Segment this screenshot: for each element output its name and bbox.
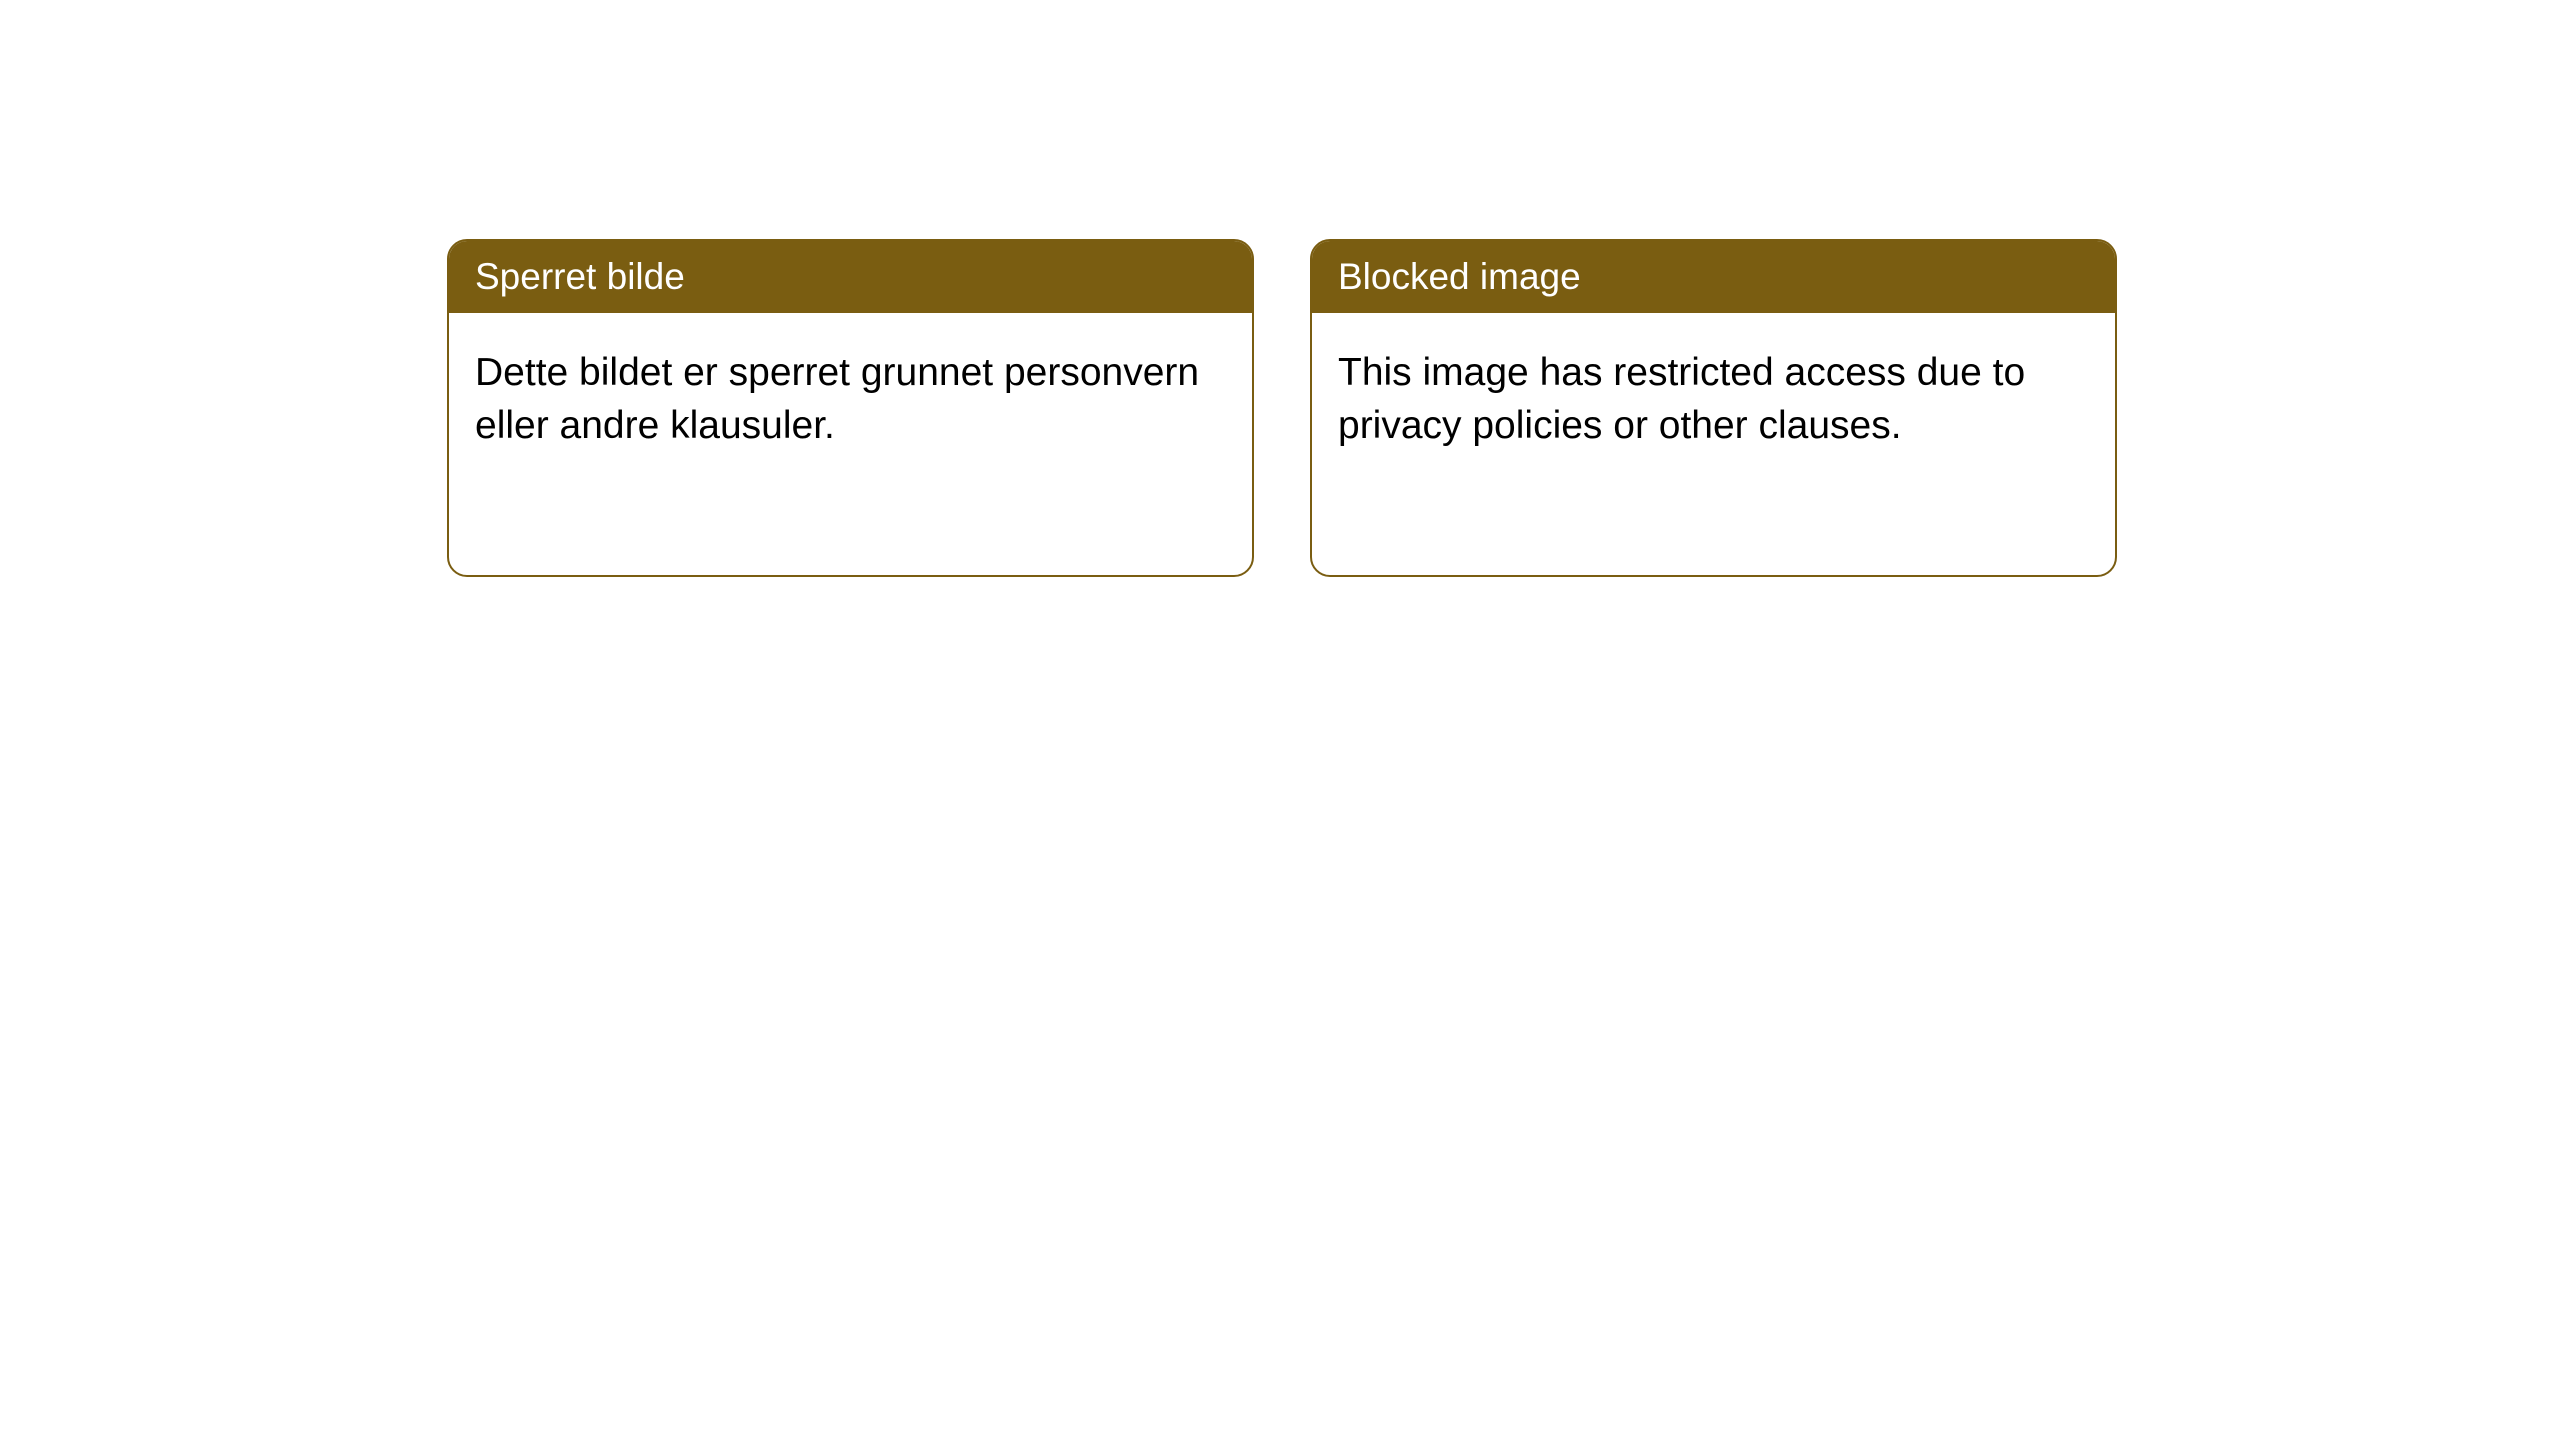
notice-title: Sperret bilde	[475, 256, 685, 297]
notice-card-body: This image has restricted access due to …	[1312, 313, 2115, 486]
notice-card-header: Blocked image	[1312, 241, 2115, 313]
notice-card-english: Blocked image This image has restricted …	[1310, 239, 2117, 577]
notice-body-text: Dette bildet er sperret grunnet personve…	[475, 351, 1199, 447]
notice-card-norwegian: Sperret bilde Dette bildet er sperret gr…	[447, 239, 1254, 577]
notice-container: Sperret bilde Dette bildet er sperret gr…	[447, 239, 2117, 577]
notice-body-text: This image has restricted access due to …	[1338, 351, 2025, 447]
notice-card-header: Sperret bilde	[449, 241, 1252, 313]
notice-title: Blocked image	[1338, 256, 1581, 297]
notice-card-body: Dette bildet er sperret grunnet personve…	[449, 313, 1252, 486]
